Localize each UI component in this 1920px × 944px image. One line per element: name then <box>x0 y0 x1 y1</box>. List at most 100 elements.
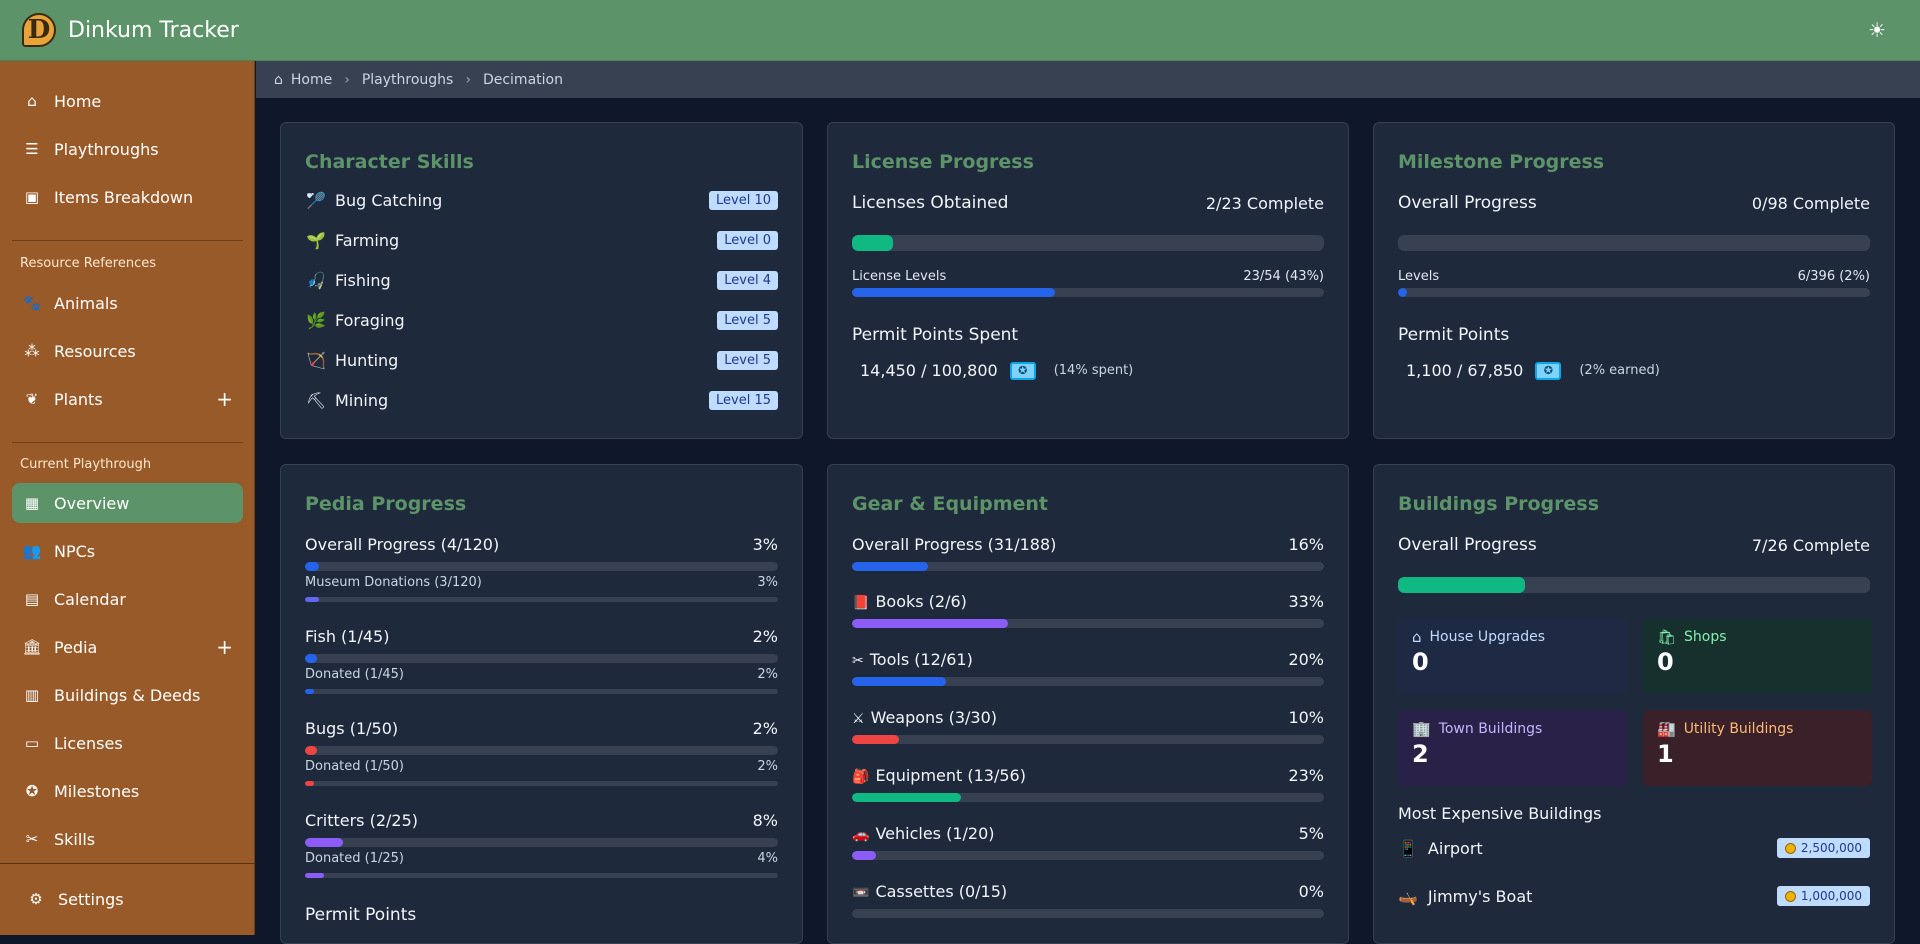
milestone-levels-label: Levels <box>1398 269 1440 284</box>
expand-plus-icon[interactable]: + <box>216 387 233 411</box>
buildings-progress-card: Buildings Progress Overall Progress 7/26 … <box>1373 464 1895 944</box>
progress-fill <box>305 838 343 847</box>
skill-level-badge: Level 15 <box>709 391 778 410</box>
pedia-sub-pct: 2% <box>757 667 778 682</box>
skill-icon: 🌱 <box>306 231 326 250</box>
sprout-icon: ❦ <box>25 390 39 408</box>
gear-overall-bar <box>852 562 1324 571</box>
skill-name: Hunting <box>335 351 399 370</box>
skill-name: Mining <box>335 391 389 410</box>
nav-resources[interactable]: ⁂ Resources <box>12 331 243 371</box>
theme-toggle-sun-icon[interactable]: ☀ <box>1868 18 1886 42</box>
nav-pedia[interactable]: 🏛 Pedia + <box>12 627 243 667</box>
nav-settings[interactable]: ⚙ Settings <box>16 879 247 919</box>
pedia-sub-bar <box>305 689 778 694</box>
gear-row: ✂ Tools (12/61) 20% <box>852 650 1324 669</box>
divider <box>12 240 243 241</box>
skill-name: Fishing <box>335 271 391 290</box>
tile-value: 0 <box>1412 648 1429 676</box>
backpack-icon: 🎒 <box>852 769 870 785</box>
character-skills-card: Character Skills 🏸 Bug Catching Level 10 🌱 F… <box>280 122 803 439</box>
building-thumb-icon: 📱 <box>1398 838 1418 858</box>
progress-fill <box>852 793 961 802</box>
nav-plants[interactable]: ❦ Plants + <box>12 379 243 419</box>
nav-licenses[interactable]: ▭ Licenses <box>12 723 243 763</box>
home-icon[interactable]: ⌂ <box>274 71 283 88</box>
nav-home[interactable]: ⌂ Home <box>12 81 243 121</box>
nav-animals[interactable]: 🐾 Animals <box>12 283 243 323</box>
nav-items-breakdown[interactable]: ▣ Items Breakdown <box>12 177 243 217</box>
gear-overall-label: Overall Progress (31/188) <box>852 535 1057 554</box>
resources-icon: ⁂ <box>24 342 40 360</box>
nav-calendar[interactable]: ▤ Calendar <box>12 579 243 619</box>
skill-level-badge: Level 5 <box>717 351 778 370</box>
nav-milestones[interactable]: ✪ Milestones <box>12 771 243 811</box>
list-icon: ☰ <box>25 140 39 158</box>
permit-ticket-icon: ✪ <box>1009 361 1036 380</box>
tile-label: Shops <box>1684 629 1727 645</box>
license-levels-label: License Levels <box>852 269 947 284</box>
permit-points-value: 1,100 / 67,850 <box>1406 361 1524 380</box>
nav-skills[interactable]: ✂ Skills <box>12 819 243 859</box>
building-tile[interactable]: 🏭 Utility Buildings 1 <box>1643 710 1872 786</box>
building-tile[interactable]: ⌂ House Upgrades 0 <box>1398 618 1627 694</box>
permit-points-spent-label: Permit Points Spent <box>852 325 1019 345</box>
progress-fill <box>852 851 876 860</box>
skill-icon: ⛏ <box>305 391 327 410</box>
nav-label: Playthroughs <box>54 139 159 159</box>
nav-label: Home <box>54 91 102 111</box>
card-title: Buildings Progress <box>1398 493 1600 515</box>
divider <box>12 442 243 443</box>
expand-plus-icon[interactable]: + <box>216 635 233 659</box>
pedia-sub-row: Donated (1/45) 2% <box>305 667 778 682</box>
building-tile[interactable]: 🏢 Town Buildings 2 <box>1398 710 1627 786</box>
nav-label: Plants <box>54 389 103 409</box>
nav-buildings-deeds[interactable]: ▥ Buildings & Deeds <box>12 675 243 715</box>
gear-pct: 0% <box>1298 882 1324 901</box>
nav-npcs[interactable]: 👥 NPCs <box>12 531 243 571</box>
expensive-building-row[interactable]: 🛶 Jimmy's Boat 1,000,000 <box>1398 886 1870 906</box>
permit-points-note: (2% earned) <box>1579 363 1660 378</box>
dinkum-logo[interactable]: D <box>22 13 56 47</box>
gear-row: ⚔ Weapons (3/30) 10% <box>852 708 1324 727</box>
gear-pct: 23% <box>1288 766 1324 785</box>
building-tile[interactable]: 🛍 Shops 0 <box>1643 618 1872 694</box>
permit-points-note: (14% spent) <box>1053 363 1134 378</box>
nav-label: Settings <box>58 889 124 909</box>
pedia-group-pct: 2% <box>752 719 778 738</box>
nav-label: Milestones <box>54 781 140 801</box>
expensive-building-row[interactable]: 📱 Airport 2,500,000 <box>1398 838 1870 858</box>
progress-fill <box>852 288 1055 297</box>
card-title: Milestone Progress <box>1398 151 1605 173</box>
tile-label: House Upgrades <box>1429 629 1546 645</box>
skill-icon: 🎣 <box>306 271 326 290</box>
nav-overview[interactable]: ▦ Overview <box>12 483 243 523</box>
card-title: License Progress <box>852 151 1034 173</box>
gear-label: Cassettes (0/15) <box>875 882 1008 901</box>
permit-points-value: 14,450 / 100,800 <box>860 361 998 380</box>
home-icon: ⌂ <box>27 92 37 110</box>
breadcrumb-home[interactable]: Home <box>290 71 333 88</box>
nav-label: Calendar <box>54 589 126 609</box>
gear-bar <box>852 619 1324 628</box>
breadcrumb-playthroughs[interactable]: Playthroughs <box>361 71 454 88</box>
skill-level-badge: Level 10 <box>709 191 778 210</box>
chevron-right-icon: › <box>465 71 471 88</box>
skill-row: ⛏ Mining Level 15 <box>305 391 778 410</box>
nav-playthroughs[interactable]: ☰ Playthroughs <box>12 129 243 169</box>
divider <box>0 863 255 864</box>
pedia-group-bar <box>305 746 778 755</box>
pedia-progress-card: Pedia Progress Overall Progress (4/120) 3… <box>280 464 803 944</box>
pedia-sub-bar <box>305 597 778 602</box>
building-name: Airport <box>1427 838 1483 858</box>
nav-label: Licenses <box>54 733 123 753</box>
milestone-overall-label: Overall Progress <box>1398 193 1537 213</box>
milestone-overall-bar <box>1398 235 1870 251</box>
app-title[interactable]: Dinkum Tracker <box>68 17 239 43</box>
museum-icon: 🏛 <box>22 638 42 656</box>
id-card-icon: ▭ <box>24 734 40 752</box>
cassette-icon: 📼 <box>852 885 870 901</box>
gear-label: Books (2/6) <box>875 592 967 611</box>
car-icon: 🚗 <box>852 827 870 843</box>
gear-row: 📕 Books (2/6) 33% <box>852 592 1324 611</box>
